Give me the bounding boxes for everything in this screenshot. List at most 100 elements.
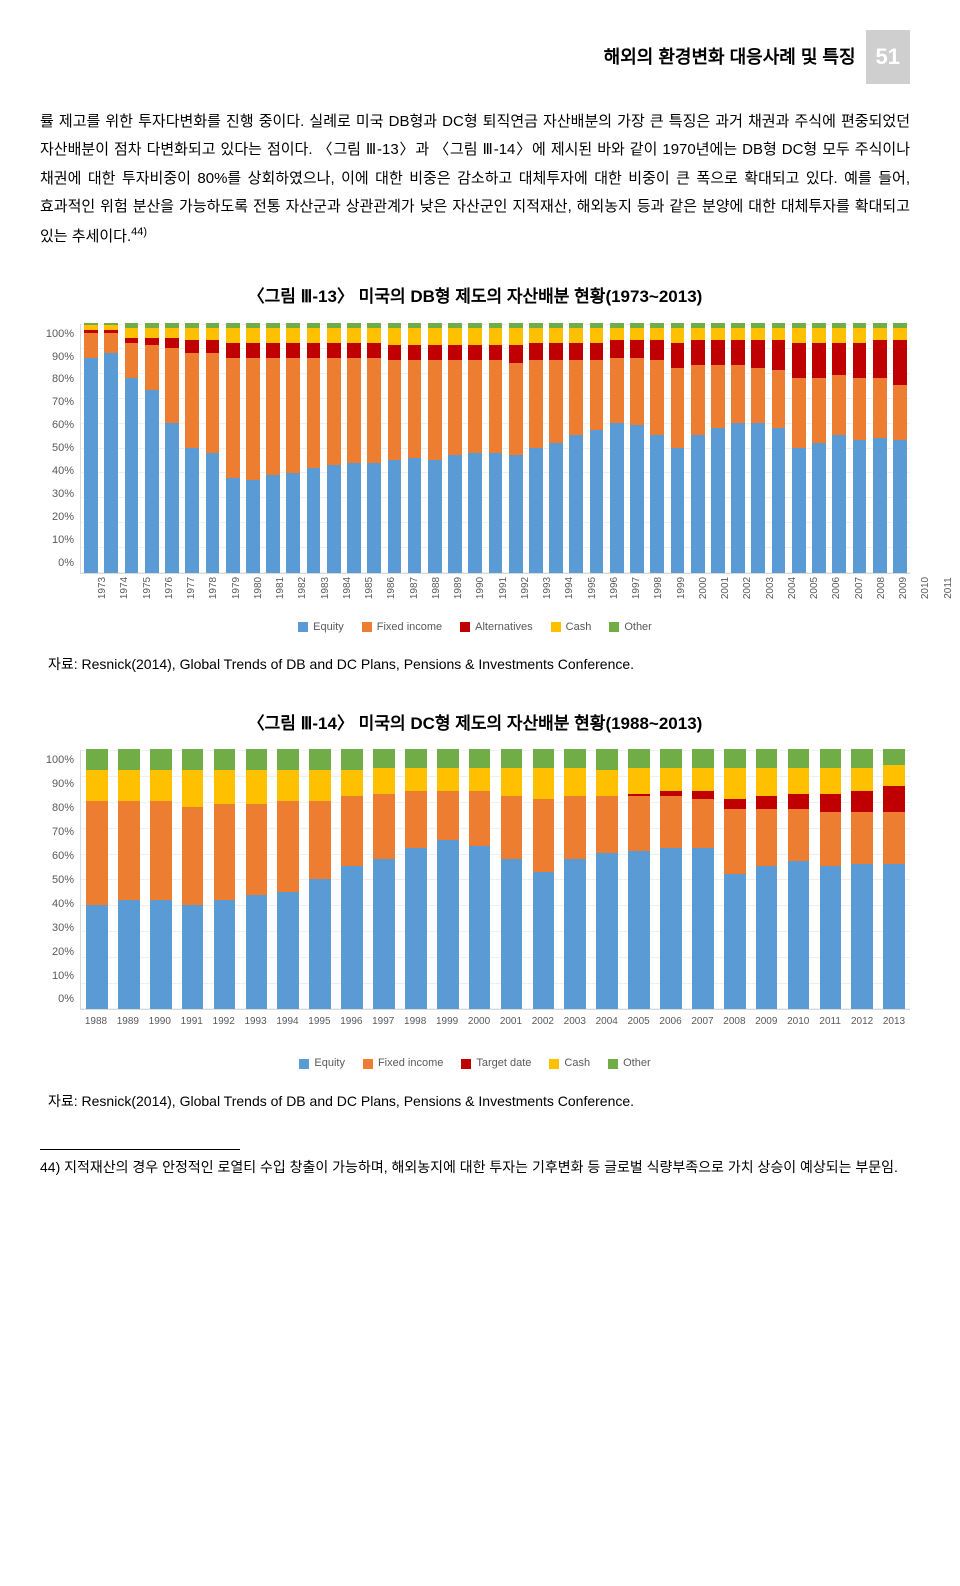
bar-column <box>182 323 202 573</box>
bar-segment-alt <box>286 343 300 358</box>
bar-segment-alt <box>145 338 159 346</box>
bar-segment-fixed <box>772 370 786 428</box>
bar-segment-cash <box>428 328 442 346</box>
x-tick-label: 2006 <box>825 576 846 598</box>
bar-segment-equity <box>347 463 361 573</box>
bar-segment-cash <box>246 328 260 343</box>
bar-segment-fixed <box>756 809 778 866</box>
x-tick-label: 2009 <box>750 1010 782 1031</box>
x-tick-label: 1975 <box>136 576 157 598</box>
bar-segment-fixed <box>214 804 236 900</box>
bar-segment-equity <box>751 423 765 573</box>
x-tick-label: 2012 <box>846 1010 878 1031</box>
bar-segment-fixed <box>408 360 422 458</box>
bar-segment-equity <box>448 455 462 573</box>
bar-segment-fixed <box>851 812 873 864</box>
bar-segment-fixed <box>307 358 321 468</box>
bar-segment-cash <box>630 328 644 341</box>
bar-column <box>368 749 400 1009</box>
bar-segment-equity <box>367 463 381 573</box>
y-tick-label: 50% <box>52 438 74 459</box>
page-header: 해외의 환경변화 대응사례 및 특징 51 <box>40 30 910 84</box>
bar-segment-equity <box>549 443 563 573</box>
bar-segment-equity <box>469 846 491 1010</box>
bar-segment-cash <box>533 768 555 799</box>
bar-column <box>344 323 364 573</box>
bar-segment-cash <box>596 770 618 796</box>
bar-segment-other <box>182 749 204 770</box>
bar-segment-cash <box>185 328 199 341</box>
bar-segment-other <box>883 749 905 765</box>
bar-segment-alt <box>347 343 361 358</box>
bar-segment-target <box>883 786 905 812</box>
bar-segment-alt <box>327 343 341 358</box>
bar-segment-equity <box>468 453 482 573</box>
x-tick-label: 1973 <box>91 576 112 598</box>
bar-segment-cash <box>792 328 806 343</box>
bar-segment-fixed <box>145 345 159 390</box>
bar-segment-alt <box>388 345 402 360</box>
bar-segment-alt <box>307 343 321 358</box>
bar-segment-target <box>724 799 746 809</box>
x-tick-label: 2009 <box>892 576 913 598</box>
bar-segment-cash <box>327 328 341 343</box>
bar-column <box>527 749 559 1009</box>
y-tick-label: 90% <box>52 347 74 368</box>
bar-segment-other <box>596 749 618 770</box>
x-tick-label: 1976 <box>158 576 179 598</box>
bar-segment-cash <box>692 768 714 791</box>
bar-column <box>878 749 910 1009</box>
bar-segment-equity <box>388 460 402 573</box>
bar-segment-fixed <box>792 378 806 448</box>
bar-segment-equity <box>118 900 140 1009</box>
bar-column <box>400 749 432 1009</box>
x-tick-label: 1994 <box>558 576 579 598</box>
bar-segment-fixed <box>509 363 523 456</box>
legend-swatch <box>549 1059 559 1069</box>
bar-column <box>623 749 655 1009</box>
bar-segment-equity <box>590 430 604 573</box>
bar-segment-fixed <box>185 353 199 448</box>
bar-segment-alt <box>246 343 260 358</box>
bar-segment-equity <box>489 453 503 573</box>
bar-column <box>566 323 586 573</box>
legend-swatch <box>363 1059 373 1069</box>
bar-segment-cash <box>883 765 905 786</box>
bar-segment-other <box>660 749 682 767</box>
bar-segment-equity <box>408 458 422 573</box>
bar-segment-equity <box>405 848 427 1009</box>
bar-column <box>526 323 546 573</box>
bar-segment-fixed <box>405 791 427 848</box>
bar-segment-cash <box>206 328 220 341</box>
bar-segment-fixed <box>883 812 905 864</box>
bar-segment-fixed <box>86 801 108 905</box>
bar-segment-alt <box>489 345 503 360</box>
bar-segment-fixed <box>246 804 268 895</box>
bar-segment-fixed <box>84 333 98 358</box>
bar-column <box>559 749 591 1009</box>
bar-column <box>748 323 768 573</box>
bar-column <box>142 323 162 573</box>
bar-segment-equity <box>792 448 806 573</box>
bar-segment-fixed <box>832 375 846 435</box>
bar-segment-fixed <box>125 343 139 378</box>
bar-segment-cash <box>214 770 236 804</box>
x-tick-label: 2003 <box>759 576 780 598</box>
bar-segment-cash <box>756 768 778 797</box>
bar-segment-fixed <box>246 358 260 481</box>
bar-segment-equity <box>820 866 842 1009</box>
bar-column <box>324 323 344 573</box>
legend-label: Equity <box>314 1053 345 1074</box>
bar-segment-fixed <box>630 358 644 426</box>
y-tick-label: 30% <box>52 484 74 505</box>
bar-column <box>655 749 687 1009</box>
section-title: 해외의 환경변화 대응사례 및 특징 <box>604 40 856 74</box>
bar-column <box>81 749 113 1009</box>
bar-segment-alt <box>610 340 624 358</box>
x-tick-label: 1990 <box>144 1010 176 1031</box>
bar-segment-alt <box>206 340 220 353</box>
plot-area <box>80 750 910 1010</box>
bar-segment-alt <box>549 343 563 361</box>
bar-segment-alt <box>468 345 482 360</box>
x-tick-label: 2008 <box>718 1010 750 1031</box>
